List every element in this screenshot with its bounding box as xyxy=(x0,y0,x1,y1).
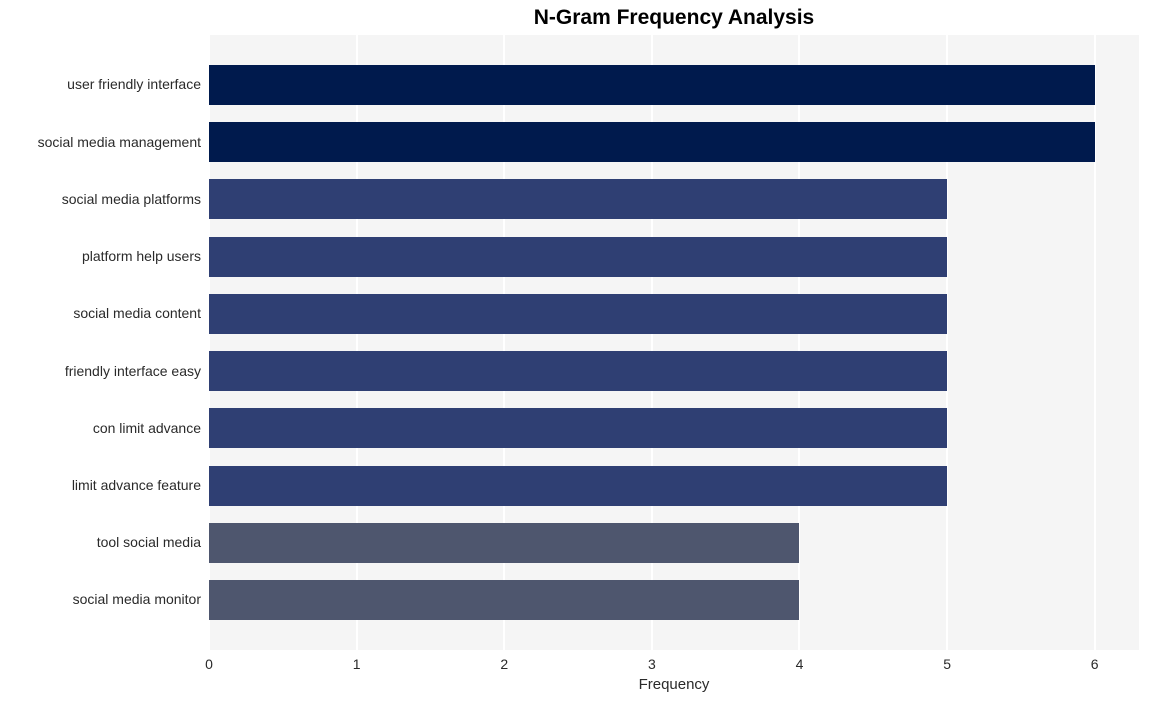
y-tick-label: user friendly interface xyxy=(1,56,201,113)
plot-area xyxy=(209,35,1139,650)
y-tick-label: friendly interface easy xyxy=(1,343,201,400)
bar xyxy=(209,466,947,506)
bar xyxy=(209,65,1095,105)
ngram-frequency-chart: N-Gram Frequency Analysis user friendly … xyxy=(0,0,1149,701)
bar xyxy=(209,122,1095,162)
y-tick-label: platform help users xyxy=(1,228,201,285)
x-tick-label: 1 xyxy=(353,656,361,672)
y-tick-label: con limit advance xyxy=(1,400,201,457)
x-tick-label: 5 xyxy=(943,656,951,672)
x-tick-label: 3 xyxy=(648,656,656,672)
x-tick-label: 4 xyxy=(796,656,804,672)
bar xyxy=(209,237,947,277)
bar xyxy=(209,294,947,334)
y-tick-label: social media management xyxy=(1,114,201,171)
bar xyxy=(209,179,947,219)
bar xyxy=(209,580,799,620)
bar xyxy=(209,408,947,448)
x-axis-title: Frequency xyxy=(209,676,1139,693)
chart-title: N-Gram Frequency Analysis xyxy=(209,6,1139,30)
x-tick-label: 2 xyxy=(500,656,508,672)
x-tick-label: 6 xyxy=(1091,656,1099,672)
y-tick-label: social media content xyxy=(1,285,201,342)
y-tick-label: social media platforms xyxy=(1,171,201,228)
y-tick-label: tool social media xyxy=(1,514,201,571)
x-tick-label: 0 xyxy=(205,656,213,672)
y-tick-label: social media monitor xyxy=(1,571,201,628)
y-tick-label: limit advance feature xyxy=(1,457,201,514)
bar xyxy=(209,351,947,391)
bar xyxy=(209,523,799,563)
